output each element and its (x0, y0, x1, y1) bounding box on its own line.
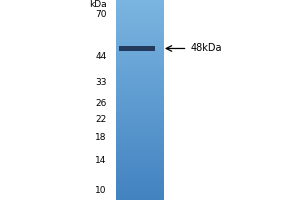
Text: 48kDa: 48kDa (190, 43, 222, 53)
Text: 22: 22 (95, 115, 106, 124)
Text: 18: 18 (95, 133, 106, 142)
Text: 26: 26 (95, 99, 106, 108)
Text: 33: 33 (95, 78, 106, 87)
Text: 10: 10 (95, 186, 106, 195)
Text: 14: 14 (95, 156, 106, 165)
Text: 44: 44 (95, 52, 106, 61)
Text: kDa: kDa (89, 0, 106, 9)
Text: 70: 70 (95, 10, 106, 19)
